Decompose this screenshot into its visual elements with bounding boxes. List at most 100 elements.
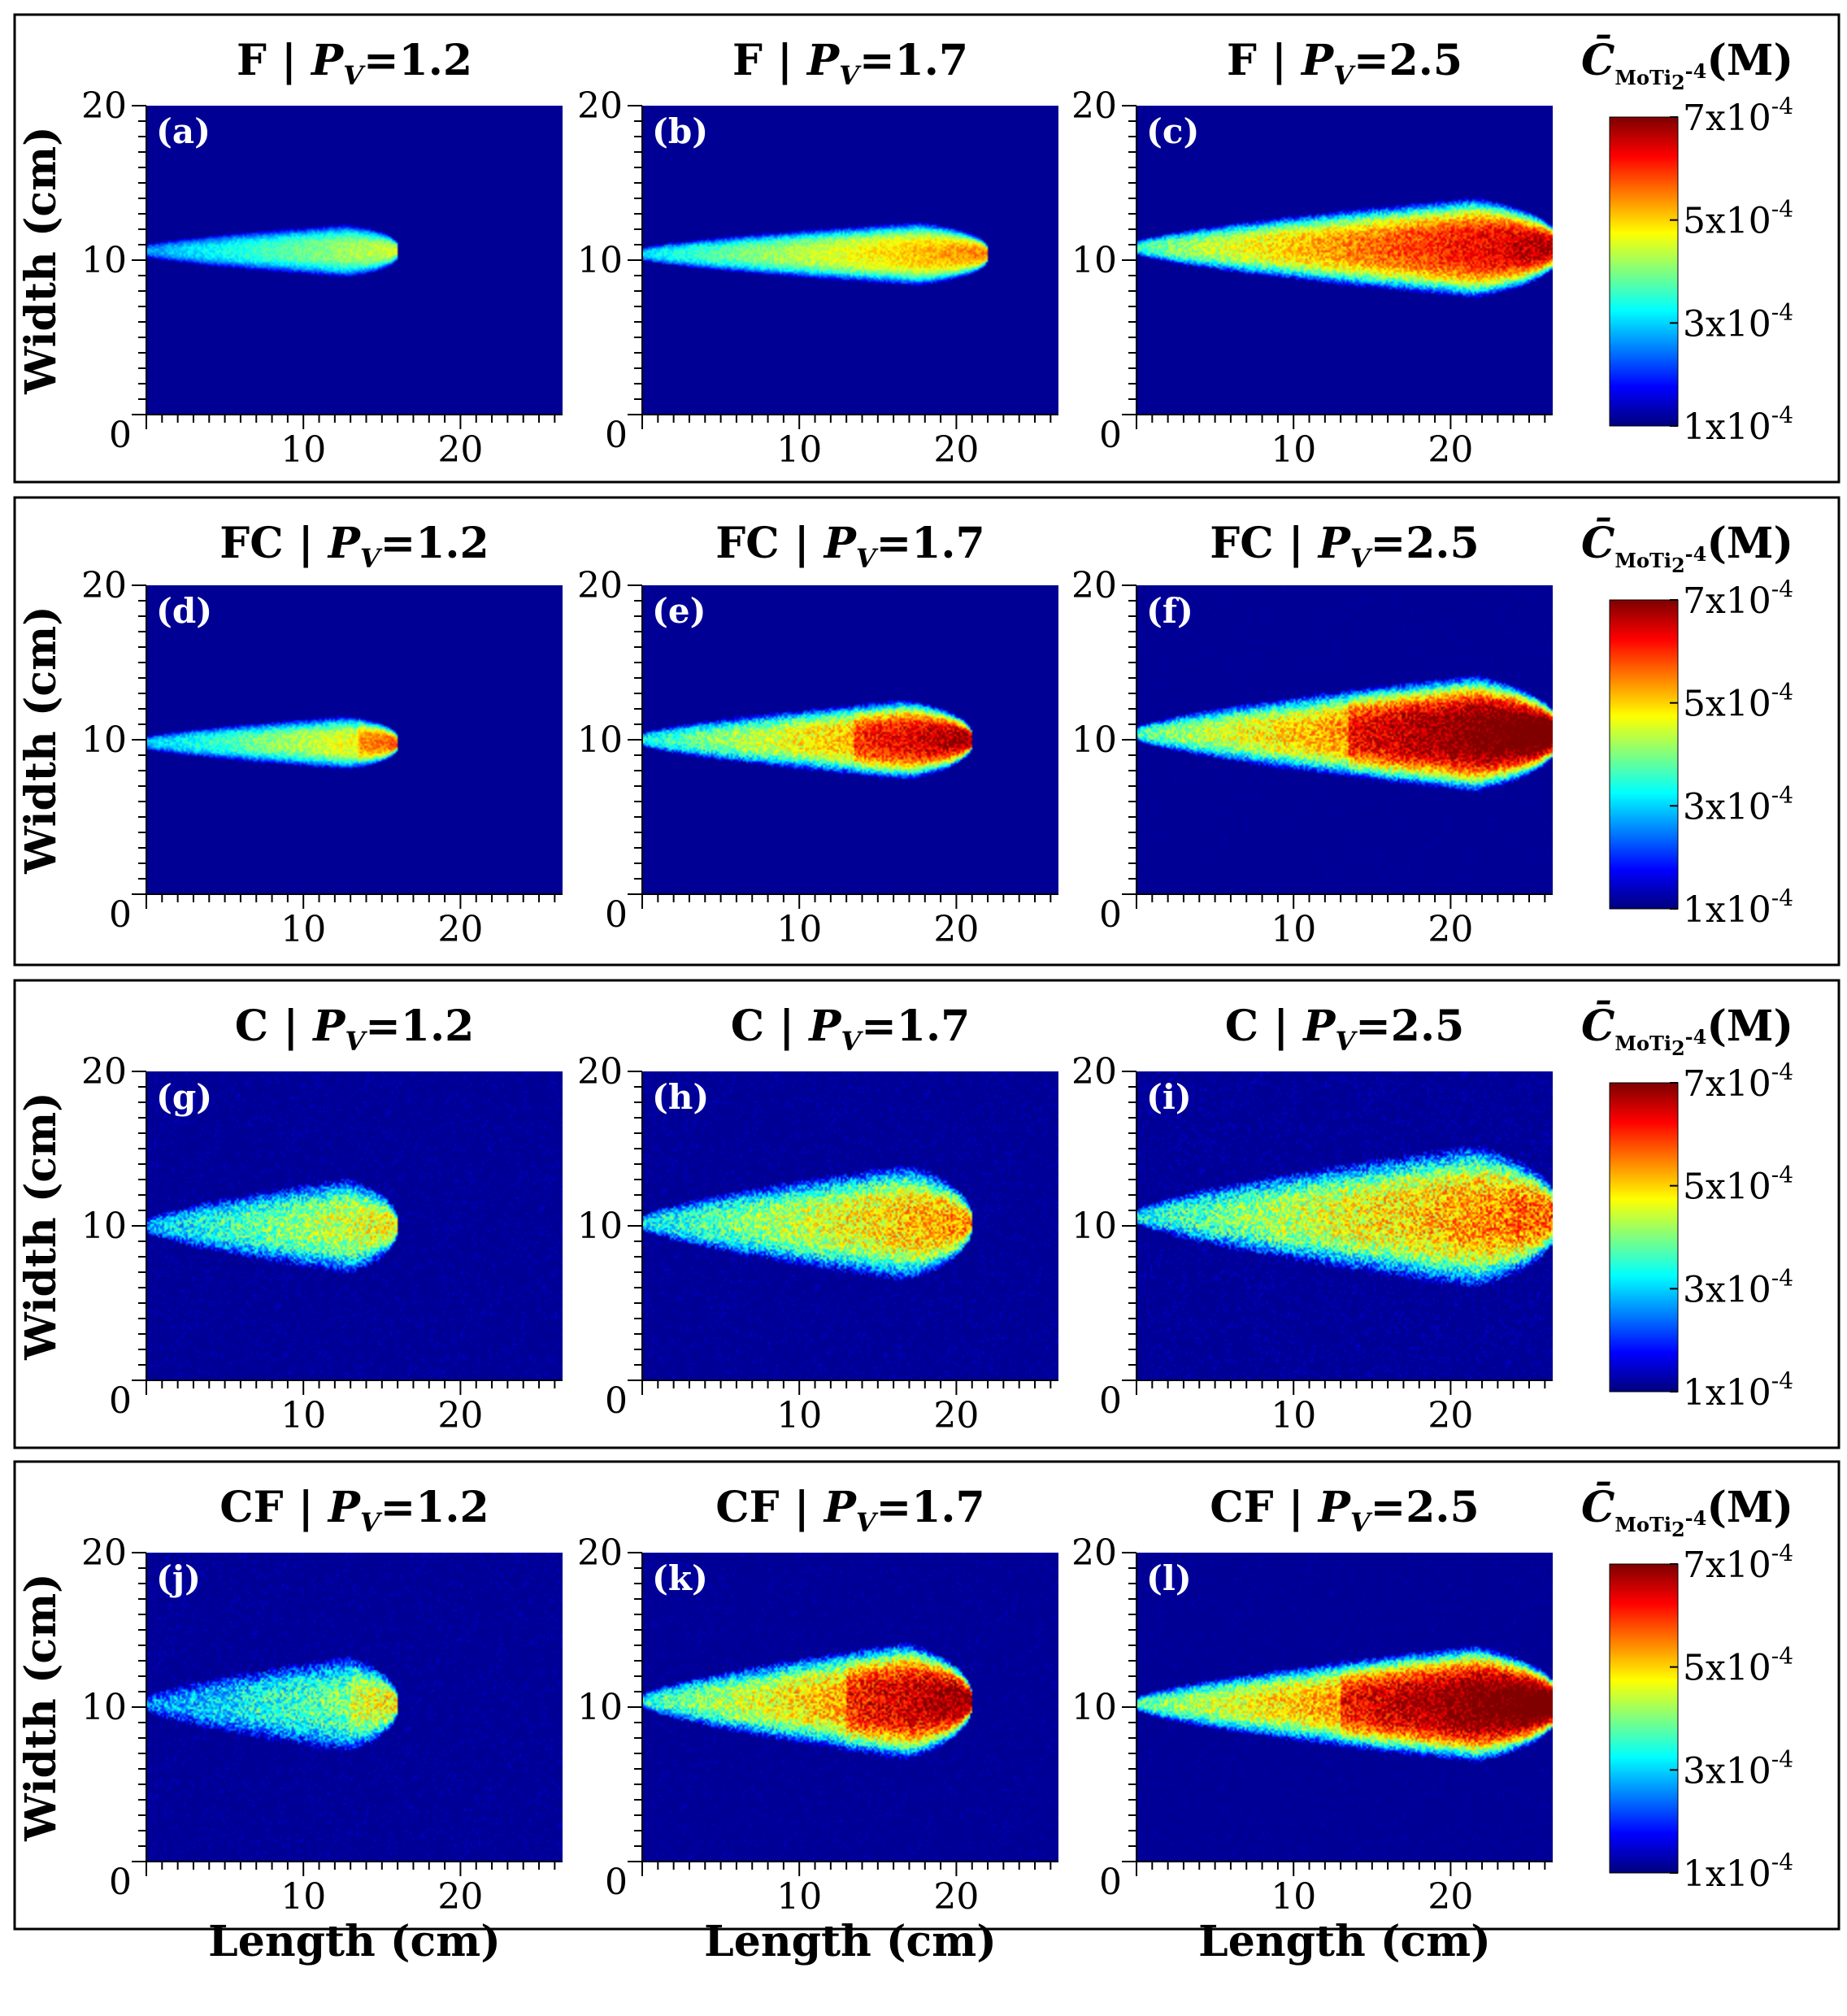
heatmap-image [146,1071,563,1380]
x-tick-label: 10 [1271,1395,1316,1436]
colorbar-subscript: MoTi [1614,549,1671,572]
y-tick-label: 10 [577,719,623,761]
x-tick-label: 20 [933,429,979,471]
panel-title-separator: | [284,1483,328,1532]
colorbar-tick-mantissa: 5x10 [1683,1648,1771,1689]
colorbar-tick-mantissa: 3x10 [1683,786,1771,828]
panel-label: (j) [156,1558,201,1598]
heatmap-image [1136,1553,1553,1862]
colorbar-symbol: C̄ [1581,518,1614,568]
panel-label: (g) [156,1077,212,1117]
origin-tick-label: 0 [1099,415,1122,456]
y-tick-label: 10 [1071,240,1117,281]
heatmap-image [1136,106,1553,415]
panel-title-method: C [731,1001,764,1051]
panel-title: FC | PV=1.7 [715,519,984,574]
panel-title-p: P [807,1001,842,1051]
panel-title-v: V [841,1026,863,1057]
origin-tick-label: 0 [109,1380,132,1422]
panel: C | PV=1.7 (h) 10 20 0 10 20 [577,1001,1058,1436]
panel-title: C | PV=1.7 [731,1001,971,1057]
colorbar-tick-label: 3x10-4 [1683,1264,1793,1310]
y-tick-label: 20 [577,1532,623,1574]
panel-title-p: P [327,519,362,568]
colorbar-tick-mantissa: 3x10 [1683,1269,1771,1310]
panel-title-pv: 1.7 [911,519,984,568]
panel-title-separator: | [780,519,824,568]
colorbar-tick-exponent: -4 [1771,576,1793,602]
origin-tick-label: 0 [605,894,628,936]
x-tick-label: 10 [776,1876,822,1918]
y-tick-label: 20 [1071,85,1117,127]
panel-title: C | PV=2.5 [1225,1001,1465,1057]
colorbar-tick-label: 1x10-4 [1683,1367,1793,1414]
colorbar-unit: (M) [1706,1483,1793,1532]
colorbar-frame [1609,116,1679,427]
y-tick-label: 20 [1071,565,1117,606]
panel-title-pv: 1.2 [401,1001,474,1051]
panel-label: (c) [1146,111,1199,151]
colorbar-tick-exponent: -4 [1771,1540,1793,1566]
colorbar-tick-exponent: -4 [1771,1849,1793,1875]
colorbar-unit: (M) [1706,519,1793,568]
x-tick-label: 10 [776,909,822,950]
row-frame [13,496,1840,967]
panel-title-eq: = [876,519,912,568]
panel-title-p: P [823,1483,858,1532]
x-tick-label: 10 [280,429,326,471]
panel-title-eq: = [380,519,416,568]
x-tick-label: 10 [776,1395,822,1436]
panel-title-pv: 1.7 [897,1001,970,1051]
colorbar-gradient [1610,1083,1678,1392]
y-tick-label: 20 [81,85,127,127]
colorbar-subscript: MoTi [1614,1032,1671,1055]
row-frame [13,979,1840,1449]
x-tick-label: 10 [280,1876,326,1918]
panel-title-v: V [360,543,383,574]
panel-title-p: P [1317,519,1352,568]
panel-title-pv: 1.2 [415,1483,489,1532]
panel-title-method: FC [219,519,283,568]
colorbar-sub-sup: -4 [1685,1506,1707,1530]
colorbar-title: C̄MoTi2-4(M) [1581,518,1793,577]
colorbar-tick-exponent: -4 [1771,1264,1793,1291]
panel-title-eq: = [876,1483,912,1532]
panel-title-method: CF [1210,1483,1273,1532]
panel-title-p: P [823,519,858,568]
colorbar-tick-mantissa: 1x10 [1683,1853,1771,1895]
panel-title-separator: | [1274,1483,1319,1532]
panel-title-pv: 2.5 [1391,1001,1464,1051]
panel-title-separator: | [763,36,807,85]
y-tick-label: 20 [81,1532,127,1574]
panel-title-v: V [345,1026,367,1057]
colorbar-tick-exponent: -4 [1771,1367,1793,1394]
colorbar-symbol: C̄ [1581,1482,1614,1532]
panel-title-separator: | [267,36,311,85]
colorbar-tick-exponent: -4 [1771,298,1793,325]
x-tick-label: 20 [933,1395,979,1436]
y-tick-label: 10 [81,240,127,281]
origin-tick-label: 0 [1099,1862,1122,1903]
heatmap-image [1136,585,1553,894]
colorbar-gradient [1610,1564,1678,1873]
colorbar-sub-sub: 2 [1671,1518,1685,1541]
colorbar-tick-exponent: -4 [1771,884,1793,911]
colorbar-title: C̄MoTi2-4(M) [1581,35,1793,94]
panel-title: C | PV=1.2 [235,1001,475,1057]
panel-title-separator: | [780,1483,824,1532]
panel-title-eq: = [1371,519,1406,568]
panel: C | PV=1.2 (g) 10 20 0 10 20 Width (cm) [16,1001,563,1436]
colorbar-tick-mantissa: 7x10 [1683,580,1771,622]
panel-label: (l) [1146,1558,1192,1598]
colorbar-sub-sub: 2 [1671,554,1685,577]
panel-title-method: FC [1210,519,1273,568]
y-tick-label: 10 [1071,1687,1117,1728]
origin-tick-label: 0 [1099,1380,1122,1422]
colorbar-sub-sup: -4 [1685,1025,1707,1049]
y-tick-label: 20 [81,565,127,606]
y-tick-label: 20 [577,1051,623,1093]
panel-title: FC | PV=1.2 [219,519,489,574]
panel-title-p: P [1302,1001,1336,1051]
